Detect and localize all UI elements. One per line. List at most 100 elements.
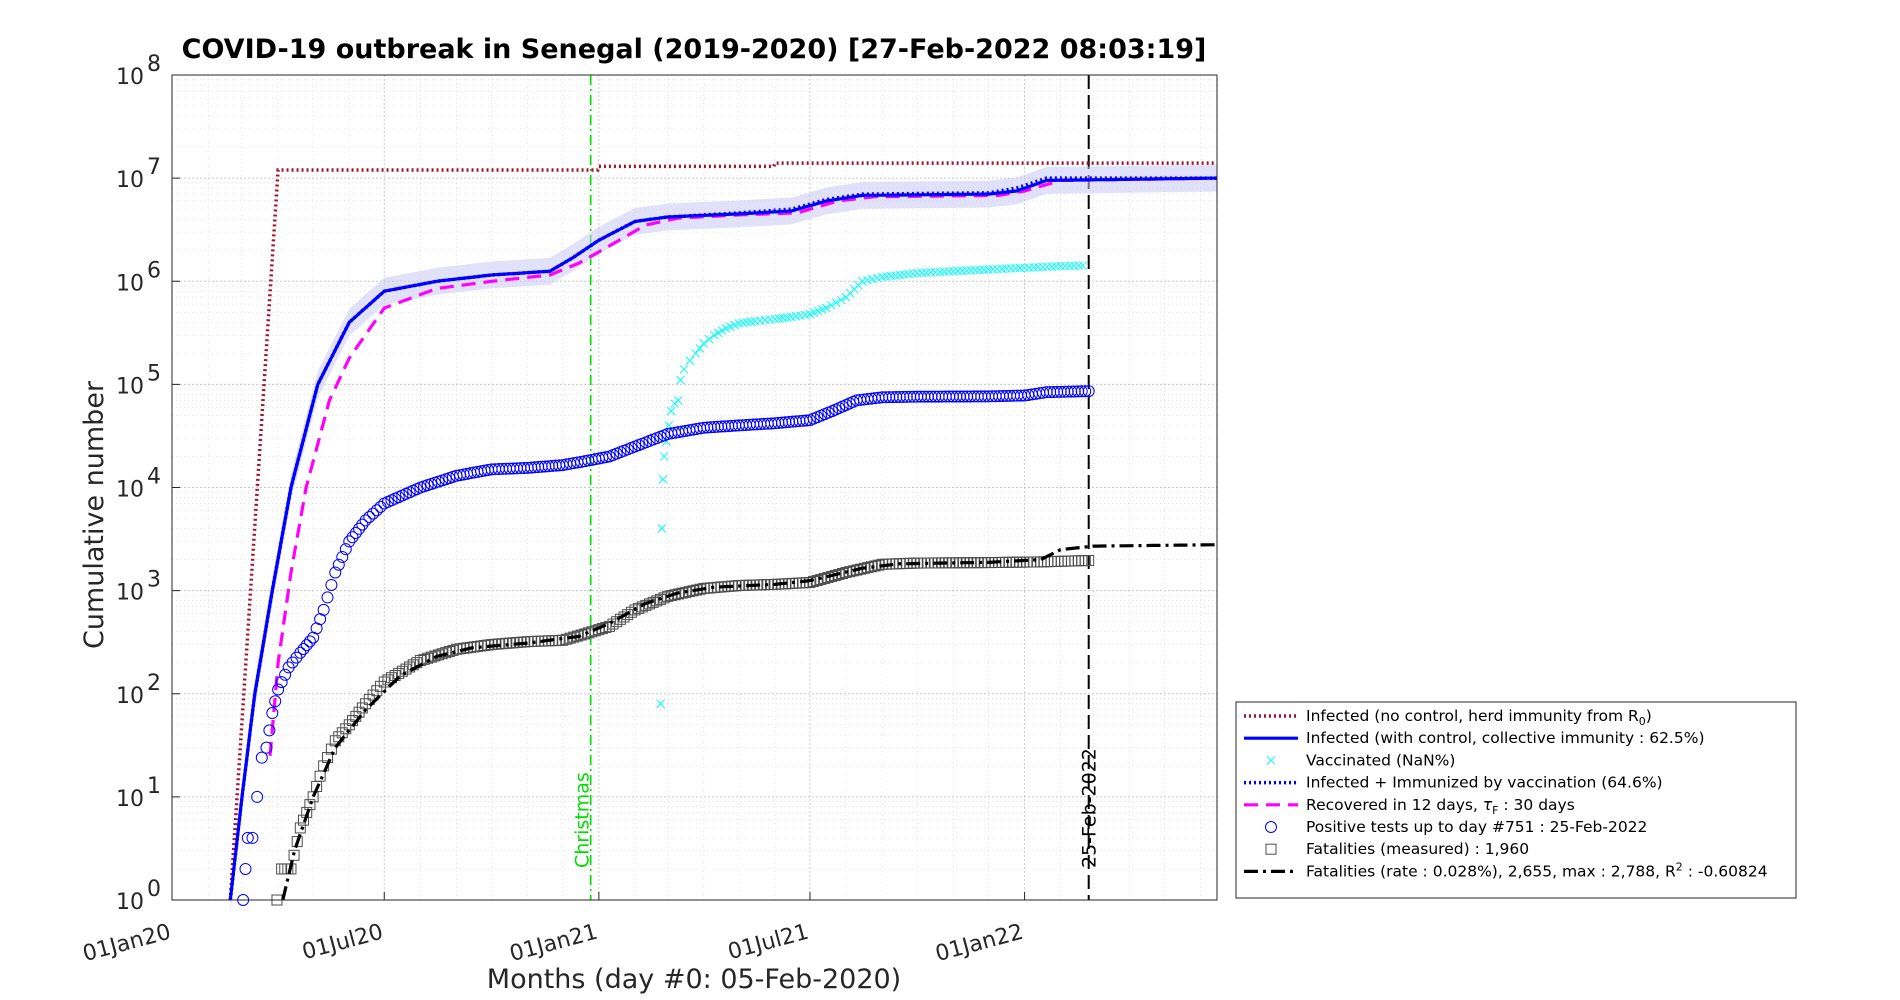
positive-test-marker <box>349 527 362 540</box>
vaccinated-marker <box>831 298 841 307</box>
legend-item: Infected (with control, collective immun… <box>1244 729 1705 747</box>
annotation-label: Christmas <box>572 772 594 868</box>
series-positive-tests <box>237 385 1095 906</box>
positive-test-marker <box>332 558 345 571</box>
fatality-marker <box>371 685 383 697</box>
series-fatalities-model-line <box>281 543 1218 901</box>
fatality-marker <box>557 634 569 646</box>
fatality-marker <box>288 849 300 861</box>
legend-swatch <box>1266 756 1276 765</box>
vaccinated-marker <box>770 314 780 324</box>
positive-test-marker <box>260 741 273 754</box>
y-tick-label: 10 <box>116 168 144 193</box>
vaccinated-marker <box>962 266 971 275</box>
legend-swatch <box>1265 843 1277 855</box>
vaccinated-marker <box>695 343 705 353</box>
y-tick-exponent: 0 <box>147 877 161 902</box>
vaccinated-marker <box>1060 261 1070 271</box>
legend-label: Vaccinated (NaN%) <box>1306 751 1455 769</box>
positive-test-marker <box>239 862 252 875</box>
fatality-marker <box>297 814 309 826</box>
positive-test-marker <box>890 391 903 404</box>
series-layer <box>228 161 1218 914</box>
vaccinated-marker <box>1056 261 1066 271</box>
fatality-marker <box>851 564 863 576</box>
vaccinated-marker <box>704 334 714 344</box>
vaccinated-marker <box>826 300 836 310</box>
series-infected-with-control-line <box>228 176 1218 901</box>
legend-item: Positive tests up to day #751 : 25-Feb-2… <box>1265 818 1647 836</box>
positive-test-marker <box>241 831 254 844</box>
vaccinated-marker <box>676 375 685 385</box>
vaccinated-marker <box>691 348 701 358</box>
vaccinated-marker <box>699 338 709 348</box>
positive-test-marker <box>367 507 380 520</box>
fatality-marker <box>815 573 827 585</box>
fatality-marker <box>629 604 641 616</box>
vaccinated-marker <box>658 474 668 484</box>
fatality-marker <box>294 822 306 834</box>
legend-item: Vaccinated (NaN%) <box>1266 751 1455 769</box>
positive-test-marker <box>246 831 259 844</box>
positive-test-marker <box>893 390 906 403</box>
y-tick-label: 10 <box>116 478 144 503</box>
legend-item: Recovered in 12 days, τF : 30 days <box>1244 796 1575 817</box>
positive-test-marker <box>275 676 288 689</box>
fatality-marker <box>422 652 434 664</box>
legend-label: Infected (no control, herd immunity from… <box>1306 707 1652 728</box>
positive-test-marker <box>317 603 330 616</box>
positive-test-marker <box>272 683 285 696</box>
positive-test-marker <box>321 591 334 604</box>
y-tick-exponent: 4 <box>147 465 161 490</box>
vaccinated-marker <box>782 313 792 322</box>
legend-label: Positive tests up to day #751 : 25-Feb-2… <box>1306 818 1647 836</box>
fatality-marker <box>440 647 452 659</box>
fatality-marker <box>654 593 666 605</box>
positive-test-marker <box>300 639 313 652</box>
y-tick-exponent: 1 <box>147 774 161 799</box>
chart-title: COVID-19 outbreak in Senegal (2019-2020)… <box>182 34 1207 65</box>
positive-test-marker <box>800 414 813 427</box>
fatality-marker <box>840 566 852 578</box>
annotation-label: 25-Feb-2022 <box>1079 748 1101 868</box>
positive-test-marker <box>329 566 342 579</box>
y-tick-exponent: 2 <box>147 671 161 696</box>
vaccinated-marker <box>659 452 669 461</box>
positive-test-marker <box>346 531 359 544</box>
fatality-marker <box>662 590 674 602</box>
legend-label: Fatalities (measured) : 1,960 <box>1306 840 1529 858</box>
fatality-marker <box>680 586 692 598</box>
y-tick-exponent: 3 <box>147 568 161 593</box>
positive-test-marker <box>879 391 892 404</box>
positive-test-marker <box>263 724 276 737</box>
vaccinated-marker <box>713 328 723 338</box>
positive-test-marker <box>363 510 376 523</box>
fatality-marker <box>447 644 459 656</box>
fatality-marker <box>375 680 387 692</box>
y-tick-label: 10 <box>116 787 144 812</box>
positive-test-marker <box>343 535 356 548</box>
vaccinated-marker <box>717 326 727 335</box>
positive-test-marker <box>353 522 366 535</box>
fatality-marker <box>356 702 368 714</box>
positive-test-marker <box>266 707 279 720</box>
y-axis-title: Cumulative number <box>79 380 110 649</box>
vaccinated-marker <box>778 313 788 323</box>
legend-label: Infected (with control, collective immun… <box>1306 729 1705 747</box>
vaccinated-marker <box>666 406 676 416</box>
positive-test-marker <box>251 790 264 803</box>
vaccinated-marker <box>1078 261 1088 270</box>
positive-test-marker <box>339 543 352 556</box>
legend-item: Fatalities (rate : 0.028%), 2,655, max :… <box>1244 860 1768 880</box>
y-tick-exponent: 7 <box>147 155 161 180</box>
positive-test-marker <box>356 518 369 531</box>
series-infected-no-control-line <box>228 161 1217 901</box>
fatality-marker <box>847 565 859 577</box>
positive-test-marker <box>886 391 899 404</box>
fatality-marker <box>378 676 390 688</box>
y-tick-label: 10 <box>116 581 144 606</box>
positive-test-marker <box>897 390 910 403</box>
series-fatalities-model <box>281 543 1218 901</box>
vaccinated-marker <box>679 364 689 374</box>
